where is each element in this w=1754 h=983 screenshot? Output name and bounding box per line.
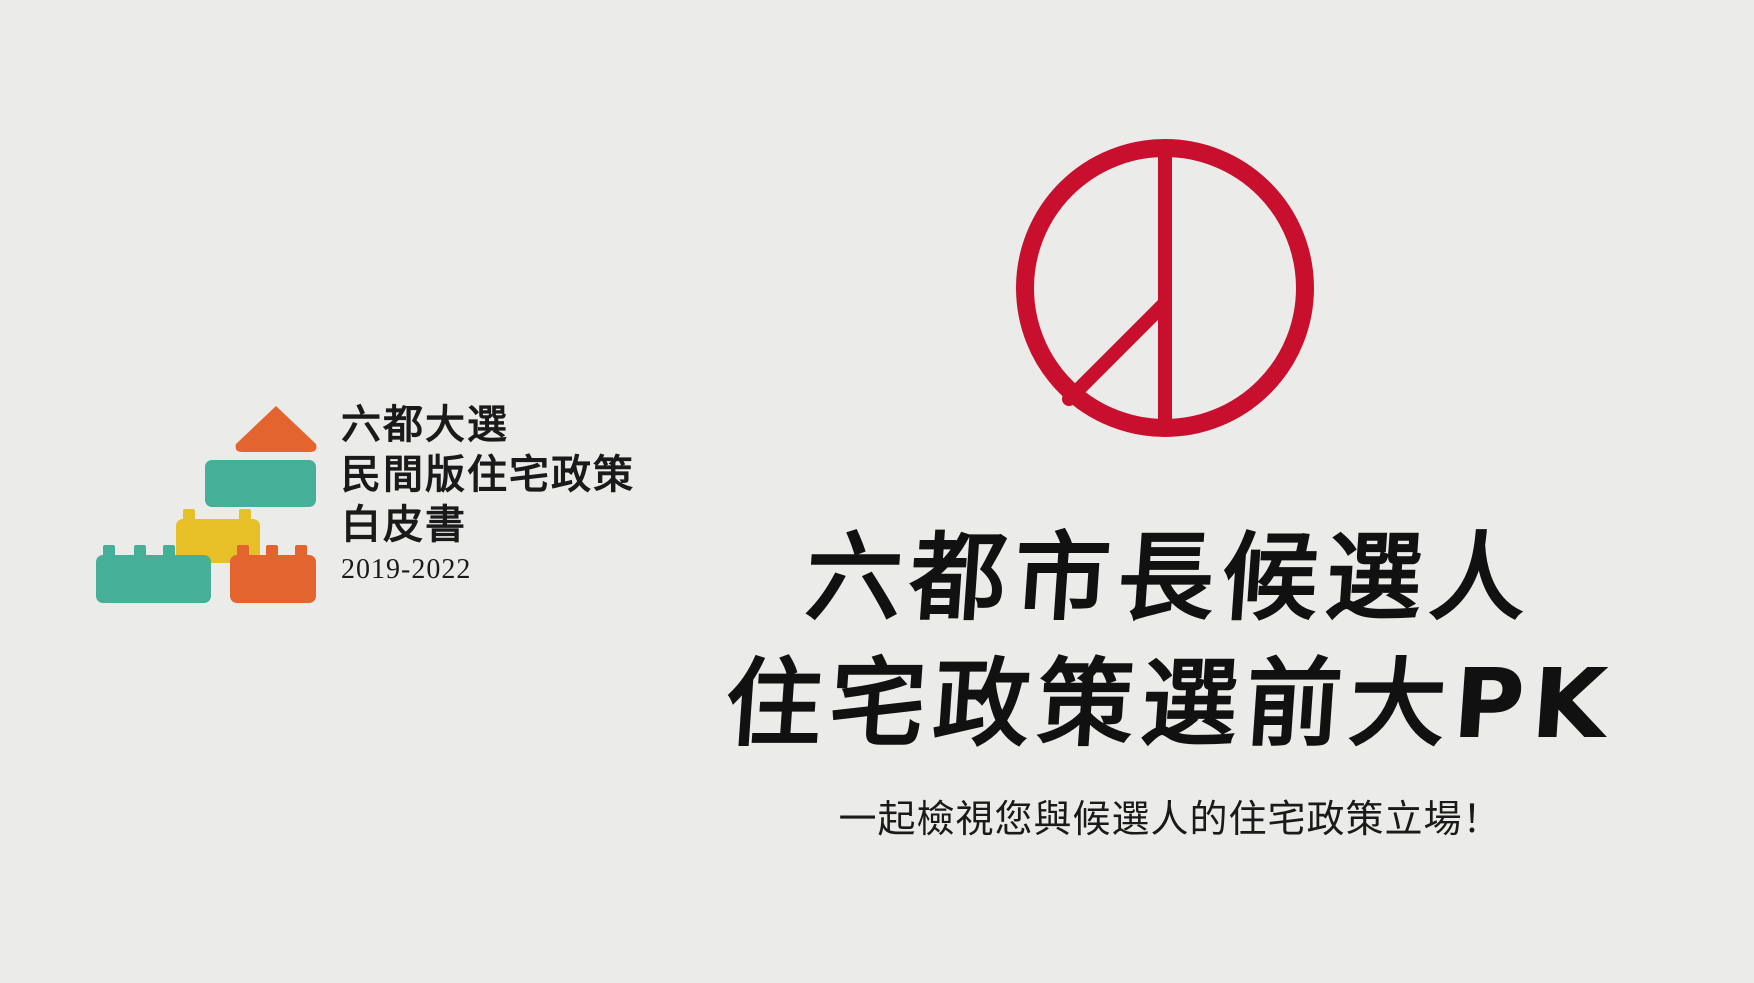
white-paper-logo: 六都大選 民間版住宅政策 白皮書 2019-2022 [96, 400, 716, 610]
subtitle: 一起檢視您與候選人的住宅政策立場！ [838, 797, 1502, 841]
teal-top-brick [205, 460, 316, 507]
headline-line-2: 住宅政策選前大PK [721, 648, 1619, 760]
headline: 六都市長候選人 住宅政策選前大PK [680, 515, 1660, 767]
vote-stamp-icon [1016, 139, 1314, 437]
building-blocks-icon [96, 406, 317, 603]
logo-line-2: 民間版住宅政策 [341, 451, 635, 498]
roof-block [235, 406, 317, 452]
logo-year: 2019-2022 [341, 554, 472, 585]
logo-line-1: 六都大選 [341, 401, 509, 448]
orange-bottom-brick [230, 555, 316, 603]
teal-bottom-brick [96, 555, 211, 603]
headline-line-1: 六都市長候選人 [802, 522, 1538, 634]
logo-text: 六都大選 民間版住宅政策 白皮書 2019-2022 [341, 400, 635, 590]
logo-line-3: 白皮書 [341, 501, 467, 548]
